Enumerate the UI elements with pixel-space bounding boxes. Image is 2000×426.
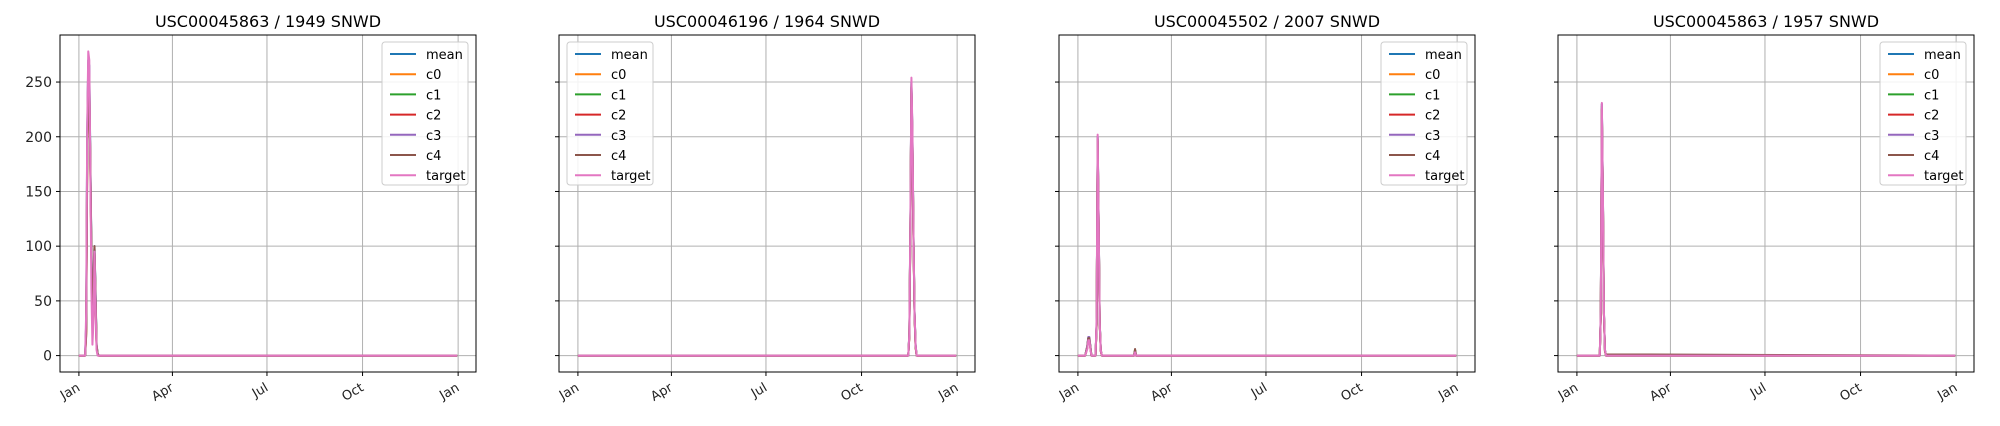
legend-label-target: target [426, 169, 466, 184]
x-tick-label: Jan [436, 380, 462, 404]
x-tick-label: Oct [1838, 380, 1865, 404]
legend-label-c3: c3 [611, 129, 626, 144]
x-tick-label: Jul [748, 380, 770, 401]
y-tick-label: 100 [25, 239, 52, 255]
y-tick-label: 50 [34, 294, 52, 310]
x-tick-label: Oct [340, 380, 367, 404]
y-tick-label: 200 [25, 130, 52, 146]
legend-label-c1: c1 [1425, 88, 1440, 103]
legend-label-c2: c2 [1425, 109, 1440, 124]
series-line-target [78, 50, 458, 357]
legend-label-c1: c1 [611, 88, 626, 103]
chart-title: USC00045863 / 1949 SNWD [155, 12, 381, 31]
legend-label-c1: c1 [426, 88, 441, 103]
x-tick-label: Jul [1747, 380, 1769, 401]
x-tick-label: Jul [1248, 380, 1270, 401]
x-tick-label: Jan [57, 380, 83, 404]
legend-label-mean: mean [611, 48, 648, 63]
chart-title: USC00046196 / 1964 SNWD [654, 12, 880, 31]
legend-label-c1: c1 [1924, 88, 1939, 103]
legend-label-mean: mean [1425, 48, 1462, 63]
legend: mean c0 c1 c2 c3 c4 target [1380, 41, 1468, 186]
legend-label-c3: c3 [1425, 129, 1440, 144]
legend-label-c0: c0 [1425, 68, 1440, 83]
x-tick-label: Jan [935, 380, 961, 404]
legend-label-c3: c3 [1924, 129, 1939, 144]
legend: mean c0 c1 c2 c3 c4 target [381, 41, 469, 186]
x-tick-label: Apr [1148, 380, 1176, 405]
legend-label-target: target [1425, 169, 1465, 184]
legend: mean c0 c1 c2 c3 c4 target [566, 41, 654, 186]
legend-box [381, 41, 469, 186]
x-tick-label: Apr [648, 380, 676, 405]
legend-label-c3: c3 [426, 129, 441, 144]
legend-label-c4: c4 [426, 149, 441, 164]
chart-title: USC00045863 / 1957 SNWD [1653, 12, 1879, 31]
x-tick-label: Jan [1056, 380, 1082, 404]
x-tick-label: Oct [1339, 380, 1366, 404]
y-tick-label: 150 [25, 184, 52, 200]
legend-box [1380, 41, 1468, 186]
legend-label-c4: c4 [1924, 149, 1939, 164]
legend-box [566, 41, 654, 186]
legend-box [1879, 41, 1967, 186]
chart-title: USC00045502 / 2007 SNWD [1154, 12, 1380, 31]
series-line-target [1077, 133, 1457, 357]
legend-label-c4: c4 [611, 149, 626, 164]
series-line-target [577, 76, 957, 357]
x-tick-label: Apr [149, 380, 177, 405]
legend-label-c2: c2 [611, 109, 626, 124]
plot-frame [1058, 34, 1476, 373]
legend-label-c2: c2 [1924, 109, 1939, 124]
x-tick-label: Jan [1934, 380, 1960, 404]
legend-label-mean: mean [426, 48, 463, 63]
plot-frame [1557, 34, 1975, 373]
y-tick-label: 0 [43, 349, 52, 365]
series-line-target [1576, 101, 1956, 357]
legend-label-target: target [1924, 169, 1964, 184]
x-tick-label: Apr [1647, 380, 1675, 405]
legend-label-c0: c0 [426, 68, 441, 83]
legend: mean c0 c1 c2 c3 c4 target [1879, 41, 1967, 186]
x-tick-label: Jan [1435, 380, 1461, 404]
legend-label-c2: c2 [426, 109, 441, 124]
legend-label-target: target [611, 169, 651, 184]
x-tick-label: Jan [556, 380, 582, 404]
legend-label-mean: mean [1924, 48, 1961, 63]
y-tick-label: 250 [25, 75, 52, 91]
x-tick-label: Jul [249, 380, 271, 401]
x-tick-label: Oct [839, 380, 866, 404]
chart-panel-1: 0 50 100 150 200 250 Jan Apr Jul Oct Jan USC0004586… [25, 12, 477, 405]
legend-label-c0: c0 [611, 68, 626, 83]
legend-label-c4: c4 [1425, 149, 1440, 164]
plot-frame [59, 34, 477, 373]
plot-frame [558, 34, 976, 373]
x-tick-label: Jan [1555, 380, 1581, 404]
legend-label-c0: c0 [1924, 68, 1939, 83]
